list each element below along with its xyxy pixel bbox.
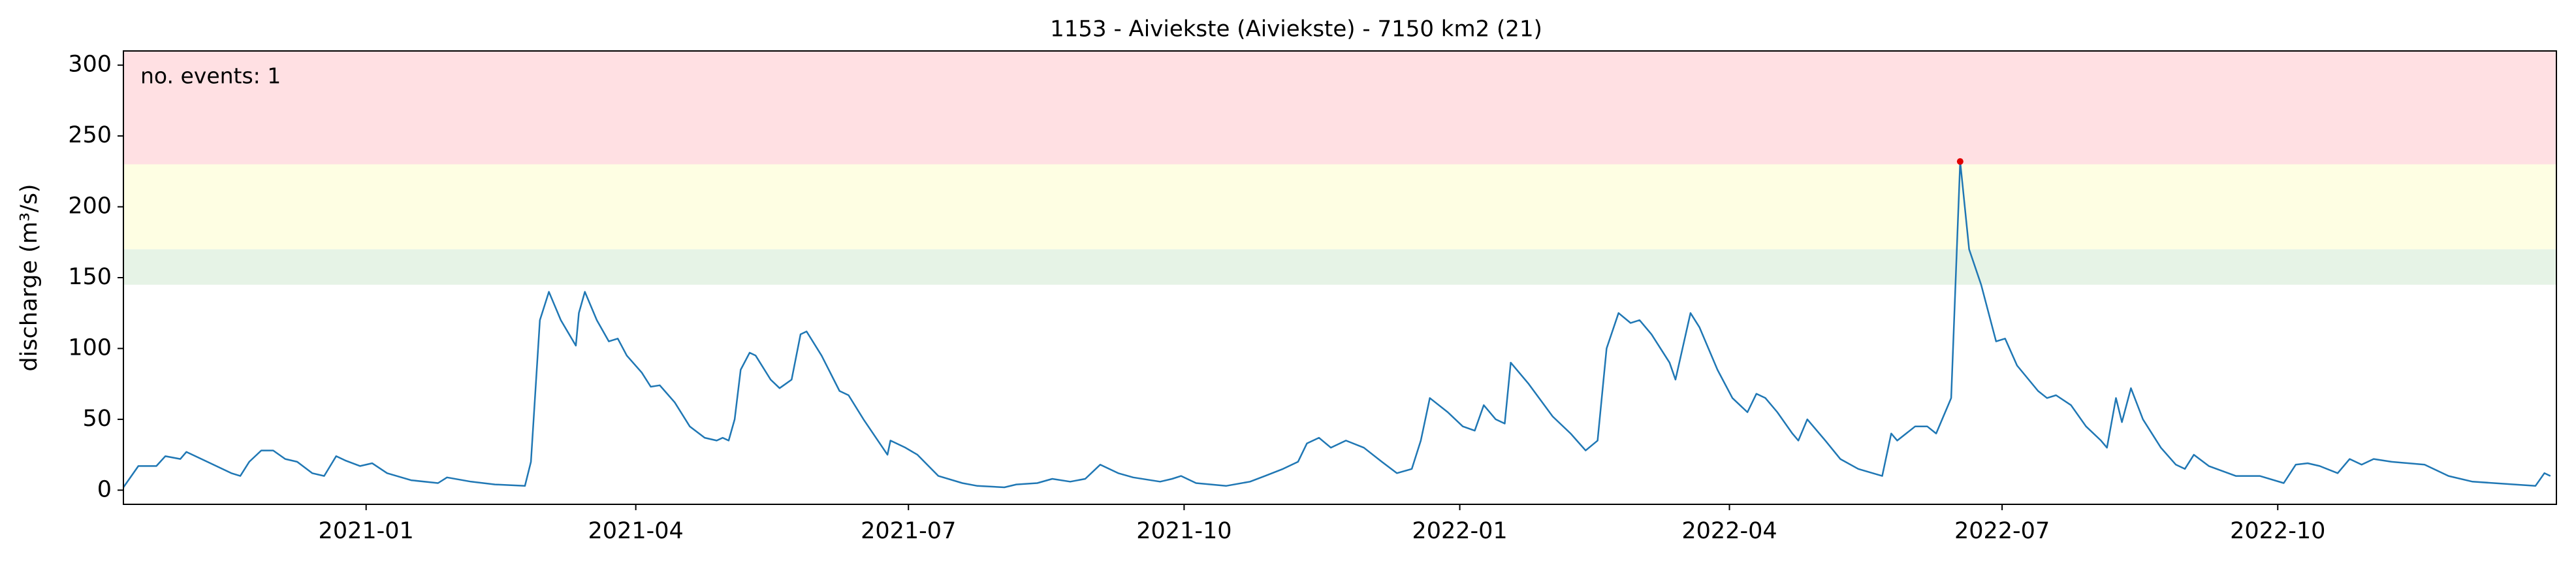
x-tick-label: 2022-07 bbox=[1954, 518, 2050, 544]
x-tick-label: 2021-01 bbox=[319, 518, 414, 544]
threshold-band bbox=[123, 249, 2556, 285]
y-tick-label: 300 bbox=[68, 52, 112, 78]
threshold-band bbox=[123, 164, 2556, 250]
y-tick-label: 250 bbox=[68, 122, 112, 148]
event-marker bbox=[1956, 158, 1964, 165]
y-tick-label: 50 bbox=[82, 406, 112, 432]
x-tick-label: 2021-04 bbox=[588, 518, 684, 544]
chart-title: 1153 - Aiviekste (Aiviekste) - 7150 km2 … bbox=[1050, 16, 1542, 42]
x-tick-label: 2022-01 bbox=[1412, 518, 1507, 544]
y-tick-label: 200 bbox=[68, 193, 112, 219]
y-axis-label: discharge (m³/s) bbox=[16, 184, 42, 371]
x-tick-label: 2022-10 bbox=[2230, 518, 2325, 544]
threshold-band bbox=[123, 51, 2556, 165]
x-tick-label: 2021-10 bbox=[1136, 518, 1232, 544]
y-tick-label: 0 bbox=[97, 476, 112, 502]
x-tick-label: 2021-07 bbox=[861, 518, 956, 544]
x-tick-label: 2022-04 bbox=[1681, 518, 1777, 544]
plot-frame bbox=[123, 50, 2557, 505]
y-tick-label: 100 bbox=[68, 334, 112, 361]
y-tick-label: 150 bbox=[68, 264, 112, 290]
discharge-line bbox=[122, 160, 2551, 489]
annotation: no. events: 1 bbox=[140, 63, 281, 89]
